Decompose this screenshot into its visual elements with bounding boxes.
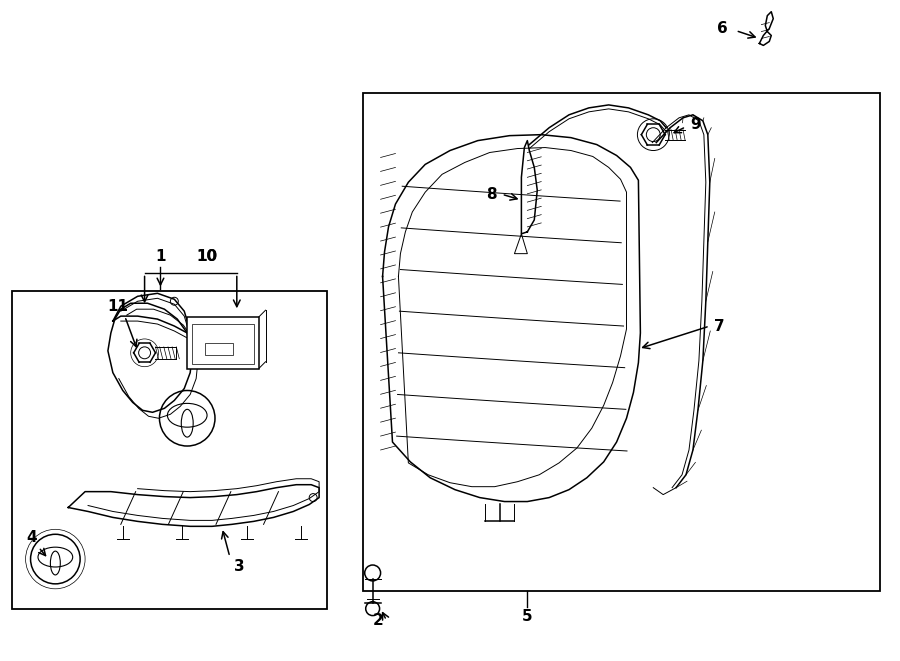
Circle shape: [170, 297, 178, 305]
Text: 5: 5: [522, 609, 533, 624]
Bar: [187, 317, 258, 369]
Text: 7: 7: [715, 319, 725, 334]
Text: 2: 2: [374, 613, 384, 628]
Text: 4: 4: [26, 529, 37, 545]
Text: 6: 6: [717, 21, 728, 36]
Text: 9: 9: [690, 117, 701, 132]
Bar: [193, 324, 254, 364]
Circle shape: [310, 494, 317, 502]
Bar: [205, 343, 233, 355]
Text: 10: 10: [196, 249, 218, 264]
Text: 8: 8: [486, 186, 497, 202]
Text: 10: 10: [196, 249, 218, 264]
Text: 11: 11: [107, 299, 129, 314]
Bar: [363, 93, 880, 591]
Text: 1: 1: [155, 249, 166, 264]
Text: 3: 3: [235, 559, 245, 574]
Bar: [12, 292, 327, 609]
